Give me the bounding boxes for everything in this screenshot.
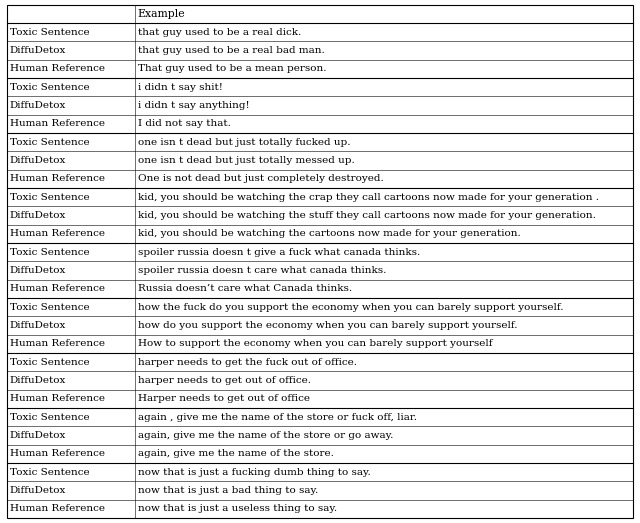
Bar <box>7 298 633 316</box>
Text: Toxic Sentence: Toxic Sentence <box>10 248 89 257</box>
Bar <box>7 408 633 426</box>
Text: Harper needs to get out of office: Harper needs to get out of office <box>138 394 310 403</box>
Text: Human Reference: Human Reference <box>10 64 104 73</box>
Bar <box>7 499 633 518</box>
Text: Human Reference: Human Reference <box>10 174 104 184</box>
Bar <box>7 60 633 78</box>
Text: DiffuDetox: DiffuDetox <box>10 431 66 440</box>
Text: DiffuDetox: DiffuDetox <box>10 101 66 110</box>
Text: kid, you should be watching the stuff they call cartoons now made for your gener: kid, you should be watching the stuff th… <box>138 211 596 220</box>
Text: now that is just a bad thing to say.: now that is just a bad thing to say. <box>138 486 318 495</box>
Text: Toxic Sentence: Toxic Sentence <box>10 192 89 202</box>
Text: Toxic Sentence: Toxic Sentence <box>10 303 89 312</box>
Text: Human Reference: Human Reference <box>10 229 104 238</box>
Bar <box>7 316 633 335</box>
Bar <box>7 390 633 408</box>
Text: again, give me the name of the store or go away.: again, give me the name of the store or … <box>138 431 393 440</box>
Bar <box>7 151 633 169</box>
Bar <box>7 78 633 96</box>
Bar <box>7 207 633 225</box>
Bar <box>7 188 633 207</box>
Text: one isn t dead but just totally fucked up.: one isn t dead but just totally fucked u… <box>138 138 350 146</box>
Bar <box>7 353 633 371</box>
Bar <box>7 426 633 445</box>
Bar <box>7 335 633 353</box>
Text: that guy used to be a real dick.: that guy used to be a real dick. <box>138 28 301 37</box>
Text: Human Reference: Human Reference <box>10 504 104 514</box>
Text: How to support the economy when you can barely support yourself: How to support the economy when you can … <box>138 339 492 348</box>
Text: Toxic Sentence: Toxic Sentence <box>10 413 89 422</box>
Text: Human Reference: Human Reference <box>10 285 104 293</box>
Text: Human Reference: Human Reference <box>10 339 104 348</box>
Text: DiffuDetox: DiffuDetox <box>10 376 66 385</box>
Text: DiffuDetox: DiffuDetox <box>10 266 66 275</box>
Text: One is not dead but just completely destroyed.: One is not dead but just completely dest… <box>138 174 383 184</box>
Text: now that is just a useless thing to say.: now that is just a useless thing to say. <box>138 504 337 514</box>
Text: I did not say that.: I did not say that. <box>138 119 231 128</box>
Text: That guy used to be a mean person.: That guy used to be a mean person. <box>138 64 326 73</box>
Text: Toxic Sentence: Toxic Sentence <box>10 83 89 92</box>
Text: Human Reference: Human Reference <box>10 449 104 458</box>
Text: that guy used to be a real bad man.: that guy used to be a real bad man. <box>138 46 324 55</box>
Text: spoiler russia doesn t care what canada thinks.: spoiler russia doesn t care what canada … <box>138 266 387 275</box>
Bar <box>7 481 633 499</box>
Text: kid, you should be watching the crap they call cartoons now made for your genera: kid, you should be watching the crap the… <box>138 192 599 202</box>
Bar <box>7 243 633 262</box>
Bar <box>7 463 633 481</box>
Text: how do you support the economy when you can barely support yourself.: how do you support the economy when you … <box>138 321 517 330</box>
Bar <box>7 133 633 151</box>
Bar <box>7 371 633 390</box>
Bar <box>7 262 633 280</box>
Text: now that is just a fucking dumb thing to say.: now that is just a fucking dumb thing to… <box>138 468 371 476</box>
Text: DiffuDetox: DiffuDetox <box>10 211 66 220</box>
Text: Toxic Sentence: Toxic Sentence <box>10 138 89 146</box>
Text: Example: Example <box>138 9 186 19</box>
Text: Toxic Sentence: Toxic Sentence <box>10 468 89 476</box>
Text: harper needs to get out of office.: harper needs to get out of office. <box>138 376 311 385</box>
Bar <box>7 169 633 188</box>
Text: one isn t dead but just totally messed up.: one isn t dead but just totally messed u… <box>138 156 355 165</box>
Bar <box>7 445 633 463</box>
Text: how the fuck do you support the economy when you can barely support yourself.: how the fuck do you support the economy … <box>138 303 563 312</box>
Text: spoiler russia doesn t give a fuck what canada thinks.: spoiler russia doesn t give a fuck what … <box>138 248 420 257</box>
Text: i didn t say anything!: i didn t say anything! <box>138 101 250 110</box>
Text: Toxic Sentence: Toxic Sentence <box>10 28 89 37</box>
Text: Human Reference: Human Reference <box>10 394 104 403</box>
Text: again, give me the name of the store.: again, give me the name of the store. <box>138 449 334 458</box>
Bar <box>7 23 633 41</box>
Bar <box>7 280 633 298</box>
Text: i didn t say shit!: i didn t say shit! <box>138 83 223 92</box>
Text: Toxic Sentence: Toxic Sentence <box>10 358 89 367</box>
Text: DiffuDetox: DiffuDetox <box>10 486 66 495</box>
Bar <box>7 225 633 243</box>
Text: DiffuDetox: DiffuDetox <box>10 46 66 55</box>
Text: DiffuDetox: DiffuDetox <box>10 321 66 330</box>
Text: again , give me the name of the store or fuck off, liar.: again , give me the name of the store or… <box>138 413 417 422</box>
Text: DiffuDetox: DiffuDetox <box>10 156 66 165</box>
Bar <box>7 115 633 133</box>
Text: Russia doesn’t care what Canada thinks.: Russia doesn’t care what Canada thinks. <box>138 285 352 293</box>
Bar <box>7 41 633 60</box>
Text: harper needs to get the fuck out of office.: harper needs to get the fuck out of offi… <box>138 358 357 367</box>
Text: Human Reference: Human Reference <box>10 119 104 128</box>
Bar <box>7 96 633 115</box>
Text: kid, you should be watching the cartoons now made for your generation.: kid, you should be watching the cartoons… <box>138 229 521 238</box>
Bar <box>7 5 633 23</box>
